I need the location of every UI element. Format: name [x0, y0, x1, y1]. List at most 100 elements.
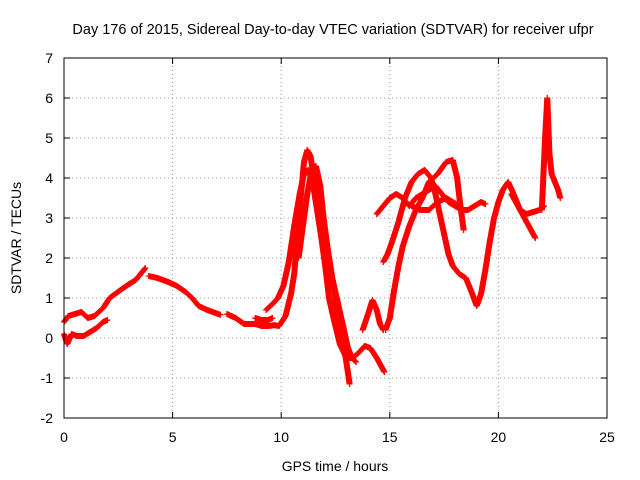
data-point: [508, 191, 515, 197]
data-point: [204, 307, 211, 313]
data-point: [373, 355, 380, 361]
data-point: [464, 207, 471, 213]
data-point: [139, 269, 146, 275]
data-point: [287, 291, 294, 297]
data-point: [154, 275, 161, 281]
data-point: [443, 159, 450, 165]
series-markers: [295, 163, 360, 365]
data-point: [438, 191, 445, 197]
data-point: [344, 343, 351, 349]
data-point: [307, 153, 314, 159]
data-point: [296, 191, 303, 197]
data-point: [308, 167, 315, 173]
data-point: [276, 323, 283, 329]
data-point: [282, 313, 289, 319]
data-point: [91, 313, 98, 319]
data-point: [173, 283, 180, 289]
data-point: [543, 115, 550, 121]
plot-frame: [63, 57, 608, 419]
data-point: [478, 291, 485, 297]
data-point: [417, 207, 424, 213]
data-point: [265, 323, 272, 329]
series-sat-j: [382, 157, 467, 333]
data-point: [271, 322, 278, 329]
data-point: [80, 333, 87, 339]
data-point: [322, 267, 329, 273]
data-point: [312, 163, 319, 169]
data-point: [71, 311, 78, 317]
data-point: [265, 317, 272, 323]
data-point: [269, 315, 276, 321]
data-point: [436, 211, 443, 217]
x-tick-label: 15: [382, 429, 398, 445]
data-point: [412, 195, 419, 201]
data-point: [399, 243, 406, 249]
data-point: [521, 215, 528, 221]
y-tick-label: 0: [45, 330, 53, 346]
data-point: [324, 247, 331, 253]
data-point: [542, 135, 549, 141]
data-point: [353, 359, 360, 365]
data-point: [142, 265, 149, 271]
data-point: [100, 305, 107, 311]
data-point: [482, 267, 489, 273]
data-point: [546, 151, 553, 157]
data-point: [189, 295, 196, 301]
data-point: [356, 349, 363, 355]
data-point: [93, 325, 100, 331]
data-point: [217, 311, 224, 318]
data-point: [419, 195, 426, 201]
x-tick-label: 25: [599, 429, 615, 445]
series-sat-m: [508, 191, 539, 241]
series-sat-b: [61, 317, 111, 347]
data-point: [126, 281, 133, 287]
series-sat-l: [408, 195, 463, 213]
data-point: [377, 321, 384, 327]
data-point: [223, 311, 230, 317]
data-point: [443, 195, 450, 201]
data-point: [369, 297, 376, 303]
data-point: [555, 187, 562, 193]
data-point: [104, 317, 111, 323]
data-point: [258, 323, 265, 329]
data-point: [299, 223, 306, 229]
data-point: [182, 289, 189, 295]
data-point: [252, 321, 259, 327]
data-point: [314, 207, 321, 213]
data-point: [393, 191, 400, 197]
y-tick-label: 7: [45, 50, 53, 66]
data-point: [421, 167, 428, 173]
data-point: [274, 295, 281, 301]
data-point: [551, 179, 558, 185]
x-tick-label: 0: [60, 429, 68, 445]
series-sat-n: [538, 95, 564, 213]
x-axis-label: GPS time / hours: [282, 458, 389, 474]
y-tick-label: 1: [45, 290, 53, 306]
data-point: [269, 301, 276, 307]
data-point: [445, 251, 452, 257]
data-point: [527, 227, 534, 233]
x-tick-label: 10: [273, 429, 289, 445]
data-point: [388, 239, 395, 245]
data-point: [329, 275, 336, 281]
data-point: [317, 183, 324, 189]
data-point: [291, 271, 298, 277]
data-point: [454, 175, 461, 181]
x-tick-label: 20: [491, 429, 507, 445]
data-point: [68, 331, 75, 337]
data-point: [449, 157, 456, 163]
data-point: [336, 341, 343, 347]
series-sat-a: [61, 265, 149, 325]
data-point: [165, 279, 172, 285]
data-point: [408, 203, 415, 209]
data-point: [449, 263, 456, 269]
data-point: [87, 329, 94, 335]
data-point: [380, 203, 387, 209]
series-markers: [508, 191, 539, 241]
y-tick-label: 4: [45, 170, 53, 186]
data-point: [391, 287, 398, 293]
chart-title: Day 176 of 2015, Sidereal Day-to-day VTE…: [72, 22, 593, 38]
axis-ticks: -2 -1 0 1 2 3 4 5 6 7 0 5 10 15 20 25: [41, 50, 615, 445]
data-point: [280, 283, 287, 289]
y-tick-label: 5: [45, 130, 53, 146]
